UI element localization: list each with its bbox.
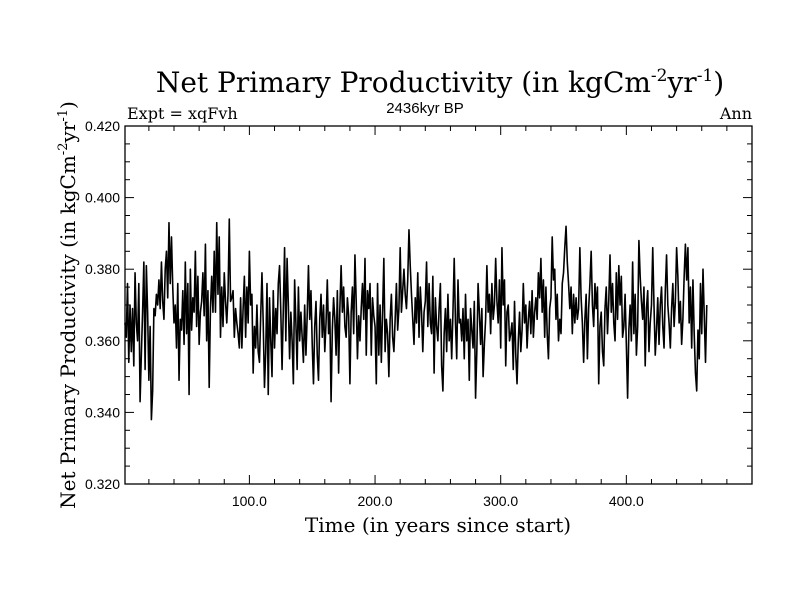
x-tick-label: 100.0 bbox=[232, 493, 267, 509]
y-tick-label: 0.420 bbox=[85, 118, 120, 134]
y-tick-label: 0.400 bbox=[85, 190, 120, 206]
chart-title: Net Primary Productivity (in kgCm-2yr-1) bbox=[156, 66, 724, 99]
y-tick-label: 0.380 bbox=[85, 261, 120, 277]
y-axis: 0.320 0.340 0.360 0.380 0.400 0.420 bbox=[85, 118, 752, 492]
y-tick-label: 0.360 bbox=[85, 333, 120, 349]
x-tick-label: 400.0 bbox=[609, 493, 644, 509]
x-tick-label: 300.0 bbox=[483, 493, 518, 509]
series-line-npp bbox=[124, 218, 708, 421]
season-label: Ann bbox=[719, 104, 752, 123]
chart-subtitle: 2436kyr BP bbox=[386, 100, 464, 117]
x-axis-label: Time (in years since start) bbox=[305, 513, 571, 537]
y-tick-label: 0.340 bbox=[85, 404, 120, 420]
experiment-label: Expt = xqFvh bbox=[127, 104, 238, 123]
x-axis: 100.0 200.0 300.0 400.0 bbox=[148, 126, 728, 509]
y-tick-label: 0.320 bbox=[85, 476, 120, 492]
x-tick-label: 200.0 bbox=[358, 493, 393, 509]
y-axis-label: Net Primary Productivity (in kgCm-2yr-1) bbox=[56, 101, 80, 509]
